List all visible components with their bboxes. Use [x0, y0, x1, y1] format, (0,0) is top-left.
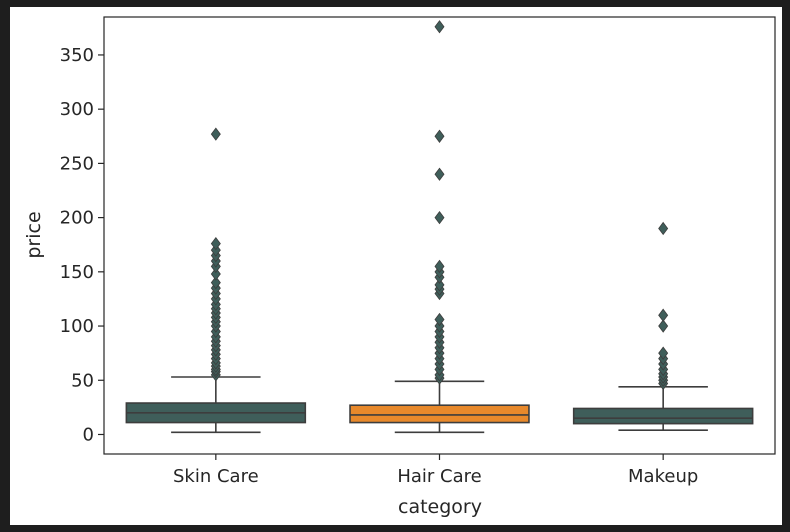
y-tick-label-250: 250	[60, 153, 94, 174]
outlier-makeup-10	[658, 221, 669, 236]
outlier-hair-care-21	[434, 20, 445, 34]
outlier-hair-care-18	[434, 210, 445, 225]
y-axis-label: price	[23, 211, 45, 258]
y-tick-label-200: 200	[60, 208, 94, 229]
outlier-skin-care-22	[210, 267, 221, 281]
outlier-makeup-9	[658, 308, 669, 322]
box-hair-care	[349, 404, 530, 424]
outlier-hair-care-20	[434, 129, 445, 143]
outlier-hair-care-17	[434, 259, 445, 274]
y-tick-label-50: 50	[71, 370, 94, 391]
outlier-skin-care-21	[210, 276, 221, 290]
x-axis-label: category	[398, 496, 482, 518]
outlier-hair-care-19	[434, 167, 445, 181]
x-tick-label-makeup: Makeup	[628, 466, 698, 487]
y-tick-label-0: 0	[83, 424, 94, 445]
y-tick-label-300: 300	[60, 99, 94, 120]
y-tick-label-150: 150	[60, 262, 94, 283]
outlier-hair-care-11	[434, 312, 445, 327]
chart-figure: 0 50 100 150 200 250 300 350 Skin Care Hair Care…	[10, 7, 782, 525]
boxes-layer	[125, 20, 754, 434]
outlier-skin-care-28	[210, 127, 221, 141]
box-group-skin-care	[125, 127, 307, 434]
y-tick-label-350: 350	[60, 45, 94, 66]
box-group-makeup	[572, 221, 754, 431]
y-axis: 0 50 100 150 200 250 300 350	[60, 45, 104, 445]
outlier-skin-care-27	[210, 236, 221, 251]
outlier-makeup-7	[658, 346, 669, 360]
x-tick-label-hair-care: Hair Care	[397, 466, 481, 487]
y-tick-label-100: 100	[60, 316, 94, 337]
box-makeup	[572, 407, 754, 425]
box-group-hair-care	[349, 20, 530, 434]
x-axis: Skin Care Hair Care Makeup	[173, 454, 698, 487]
outlier-hair-care-14	[434, 278, 445, 292]
box-plot-chart: 0 50 100 150 200 250 300 350 Skin Care Hair Care…	[23, 16, 776, 518]
outlier-makeup-8	[658, 319, 669, 333]
x-tick-label-skin-care: Skin Care	[173, 466, 259, 487]
